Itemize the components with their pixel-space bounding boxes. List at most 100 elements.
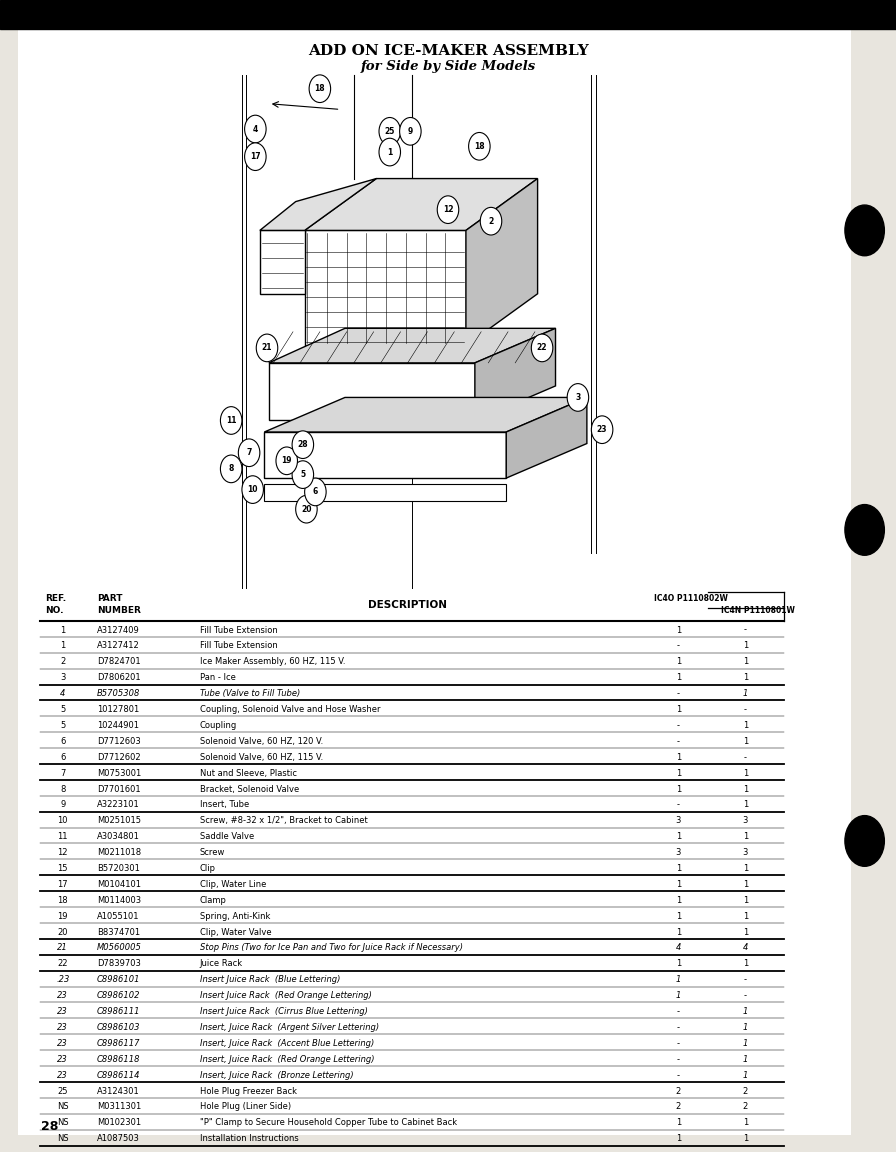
Text: 1: 1: [676, 1135, 681, 1143]
Text: 1: 1: [676, 911, 681, 920]
Text: 3: 3: [60, 673, 65, 682]
Polygon shape: [506, 397, 587, 478]
Text: -: -: [676, 721, 680, 730]
Text: 1: 1: [676, 626, 681, 635]
Text: Screw: Screw: [200, 848, 225, 857]
Text: 1: 1: [60, 626, 65, 635]
Text: Insert, Tube: Insert, Tube: [200, 801, 249, 810]
Text: IC4N P1110801W: IC4N P1110801W: [721, 606, 795, 615]
Text: -: -: [676, 801, 680, 810]
Text: 1: 1: [743, 1039, 748, 1048]
Text: 6: 6: [60, 737, 65, 745]
Text: 1: 1: [676, 785, 681, 794]
Text: REF.: REF.: [45, 594, 66, 604]
Text: -: -: [744, 626, 747, 635]
Text: 1: 1: [743, 721, 748, 730]
Text: C8986101: C8986101: [97, 976, 141, 984]
Text: 1: 1: [743, 658, 748, 666]
Circle shape: [296, 495, 317, 523]
Text: 17: 17: [250, 152, 261, 161]
Text: NS: NS: [57, 1119, 68, 1128]
Text: 1: 1: [743, 801, 748, 810]
Text: IC4O P1110802W: IC4O P1110802W: [654, 594, 728, 604]
Text: 10: 10: [247, 485, 258, 494]
Text: 18: 18: [57, 896, 68, 904]
Circle shape: [480, 207, 502, 235]
Text: 23: 23: [57, 1023, 68, 1032]
Text: Insert, Juice Rack  (Accent Blue Lettering): Insert, Juice Rack (Accent Blue Letterin…: [200, 1039, 374, 1048]
Polygon shape: [264, 397, 587, 432]
Text: B5720301: B5720301: [97, 864, 140, 873]
Text: Insert, Juice Rack  (Argent Silver Lettering): Insert, Juice Rack (Argent Silver Letter…: [200, 1023, 379, 1032]
Polygon shape: [264, 432, 506, 478]
Text: 21: 21: [57, 943, 68, 953]
Text: 1: 1: [743, 1135, 748, 1143]
Text: A3124301: A3124301: [97, 1086, 140, 1096]
Text: 25: 25: [384, 127, 395, 136]
Text: 18: 18: [474, 142, 485, 151]
Text: 4: 4: [253, 124, 258, 134]
Text: 9: 9: [408, 127, 413, 136]
Text: M0251015: M0251015: [97, 817, 141, 825]
Text: 1: 1: [676, 927, 681, 937]
Text: 11: 11: [226, 416, 237, 425]
Text: Solenoid Valve, 60 HZ, 120 V.: Solenoid Valve, 60 HZ, 120 V.: [200, 737, 323, 745]
Text: M0104101: M0104101: [97, 880, 141, 889]
Text: B8374701: B8374701: [97, 927, 140, 937]
Circle shape: [245, 115, 266, 143]
Text: D7806201: D7806201: [97, 673, 141, 682]
Circle shape: [309, 75, 331, 103]
Text: 23: 23: [597, 425, 607, 434]
Text: A3127409: A3127409: [97, 626, 140, 635]
Text: M0753001: M0753001: [97, 768, 141, 778]
Text: 2: 2: [676, 1102, 681, 1112]
Text: 12: 12: [57, 848, 68, 857]
Text: Clip: Clip: [200, 864, 216, 873]
Text: M0211018: M0211018: [97, 848, 141, 857]
Text: 1: 1: [743, 1070, 748, 1079]
Text: Tube (Valve to Fill Tube): Tube (Valve to Fill Tube): [200, 689, 300, 698]
Circle shape: [437, 196, 459, 223]
Text: -: -: [676, 642, 680, 651]
Polygon shape: [260, 230, 305, 294]
Text: 1: 1: [743, 785, 748, 794]
Text: 5: 5: [300, 470, 306, 479]
Text: Solenoid Valve, 60 HZ, 115 V.: Solenoid Valve, 60 HZ, 115 V.: [200, 752, 323, 761]
Text: Insert, Juice Rack  (Red Orange Lettering): Insert, Juice Rack (Red Orange Lettering…: [200, 1055, 375, 1063]
Text: M0560005: M0560005: [97, 943, 142, 953]
Text: D7712602: D7712602: [97, 752, 141, 761]
Text: -: -: [744, 976, 747, 984]
Text: 1: 1: [676, 960, 681, 969]
Text: Spring, Anti-Kink: Spring, Anti-Kink: [200, 911, 271, 920]
Text: 17: 17: [57, 880, 68, 889]
Text: -: -: [744, 705, 747, 714]
Text: -: -: [676, 689, 680, 698]
Text: 1: 1: [743, 896, 748, 904]
Bar: [0, 0, 896, 29]
Polygon shape: [260, 179, 376, 230]
Text: 1: 1: [743, 911, 748, 920]
Text: 8: 8: [60, 785, 65, 794]
Text: C8986102: C8986102: [97, 991, 141, 1000]
Text: 1: 1: [676, 991, 681, 1000]
Text: "P" Clamp to Secure Household Copper Tube to Cabinet Back: "P" Clamp to Secure Household Copper Tub…: [200, 1119, 457, 1128]
Circle shape: [292, 431, 314, 458]
Bar: [264, 484, 506, 501]
Text: 1: 1: [743, 768, 748, 778]
Text: 1: 1: [387, 147, 392, 157]
Text: NS: NS: [57, 1102, 68, 1112]
Text: 1: 1: [676, 1119, 681, 1128]
Text: Nut and Sleeve, Plastic: Nut and Sleeve, Plastic: [200, 768, 297, 778]
Text: -: -: [676, 1070, 680, 1079]
Text: 6: 6: [313, 487, 318, 497]
Text: 7: 7: [60, 768, 65, 778]
Text: 7: 7: [246, 448, 252, 457]
Text: -: -: [676, 1007, 680, 1016]
Polygon shape: [269, 328, 556, 363]
Circle shape: [845, 205, 884, 256]
Text: 2: 2: [676, 1086, 681, 1096]
Text: Hole Plug Freezer Back: Hole Plug Freezer Back: [200, 1086, 297, 1096]
Text: D7701601: D7701601: [97, 785, 141, 794]
Circle shape: [469, 132, 490, 160]
Text: 4: 4: [60, 689, 65, 698]
